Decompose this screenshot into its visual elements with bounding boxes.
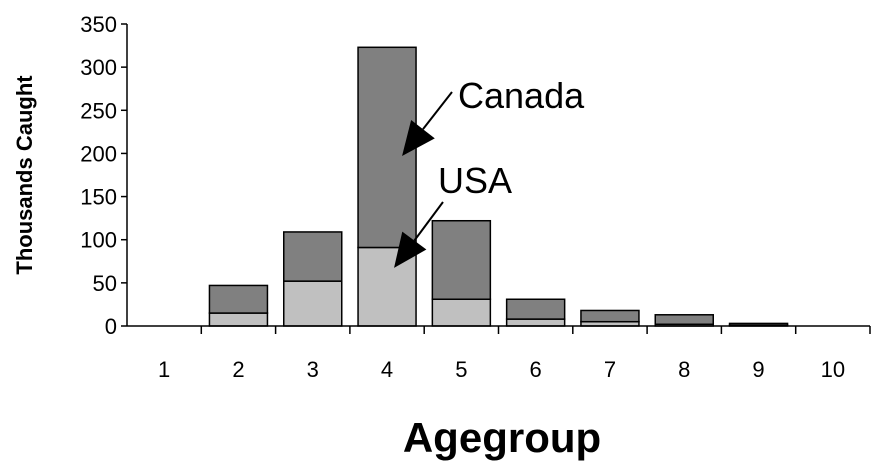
bar-usa-5 [431, 298, 492, 327]
x-tick-label: 1 [158, 357, 170, 382]
y-tick-label: 350 [80, 12, 117, 37]
y-tick-label: 200 [80, 141, 117, 166]
y-tick-label: 150 [80, 185, 117, 210]
y-tick-label: 250 [80, 98, 117, 123]
x-tick-label: 7 [604, 357, 616, 382]
x-tick-label: 5 [455, 357, 467, 382]
y-tick-label: 50 [93, 271, 117, 296]
x-tick-label: 8 [678, 357, 690, 382]
bar-canada-6 [505, 298, 566, 320]
bar-canada-3 [283, 231, 343, 282]
x-ticks: 1 2 3 4 5 6 7 8 9 10 [158, 326, 871, 382]
bar-canada-7 [580, 309, 640, 323]
y-tick-label: 0 [105, 314, 117, 339]
bar-usa-3 [283, 280, 343, 327]
x-tick-label: 6 [530, 357, 542, 382]
annotation-canada-arrow [402, 91, 453, 156]
y-axis-label: Thousands Caught [12, 75, 37, 275]
x-tick-label: 9 [752, 357, 764, 382]
bar-usa-2 [208, 312, 269, 327]
bar-canada-5 [431, 219, 492, 301]
bar-canada-8 [654, 314, 714, 326]
x-tick-label: 3 [307, 357, 319, 382]
annotation-usa: USA [438, 160, 512, 201]
annotation-canada: Canada [458, 75, 585, 116]
y-ticks: 0 50 100 150 200 250 300 350 [80, 12, 127, 339]
y-tick-label: 300 [80, 55, 117, 80]
annotations: Canada USA [394, 75, 585, 268]
bar-usa-6 [505, 318, 566, 327]
x-axis-label: Agegroup [403, 414, 601, 461]
x-tick-label: 2 [232, 357, 244, 382]
annotation-usa-arrow [394, 201, 444, 268]
x-tick-label: 4 [381, 357, 393, 382]
bar-canada-2 [208, 284, 269, 314]
bar-canada-9 [728, 322, 789, 326]
x-tick-label: 10 [821, 357, 845, 382]
y-tick-label: 100 [80, 228, 117, 253]
